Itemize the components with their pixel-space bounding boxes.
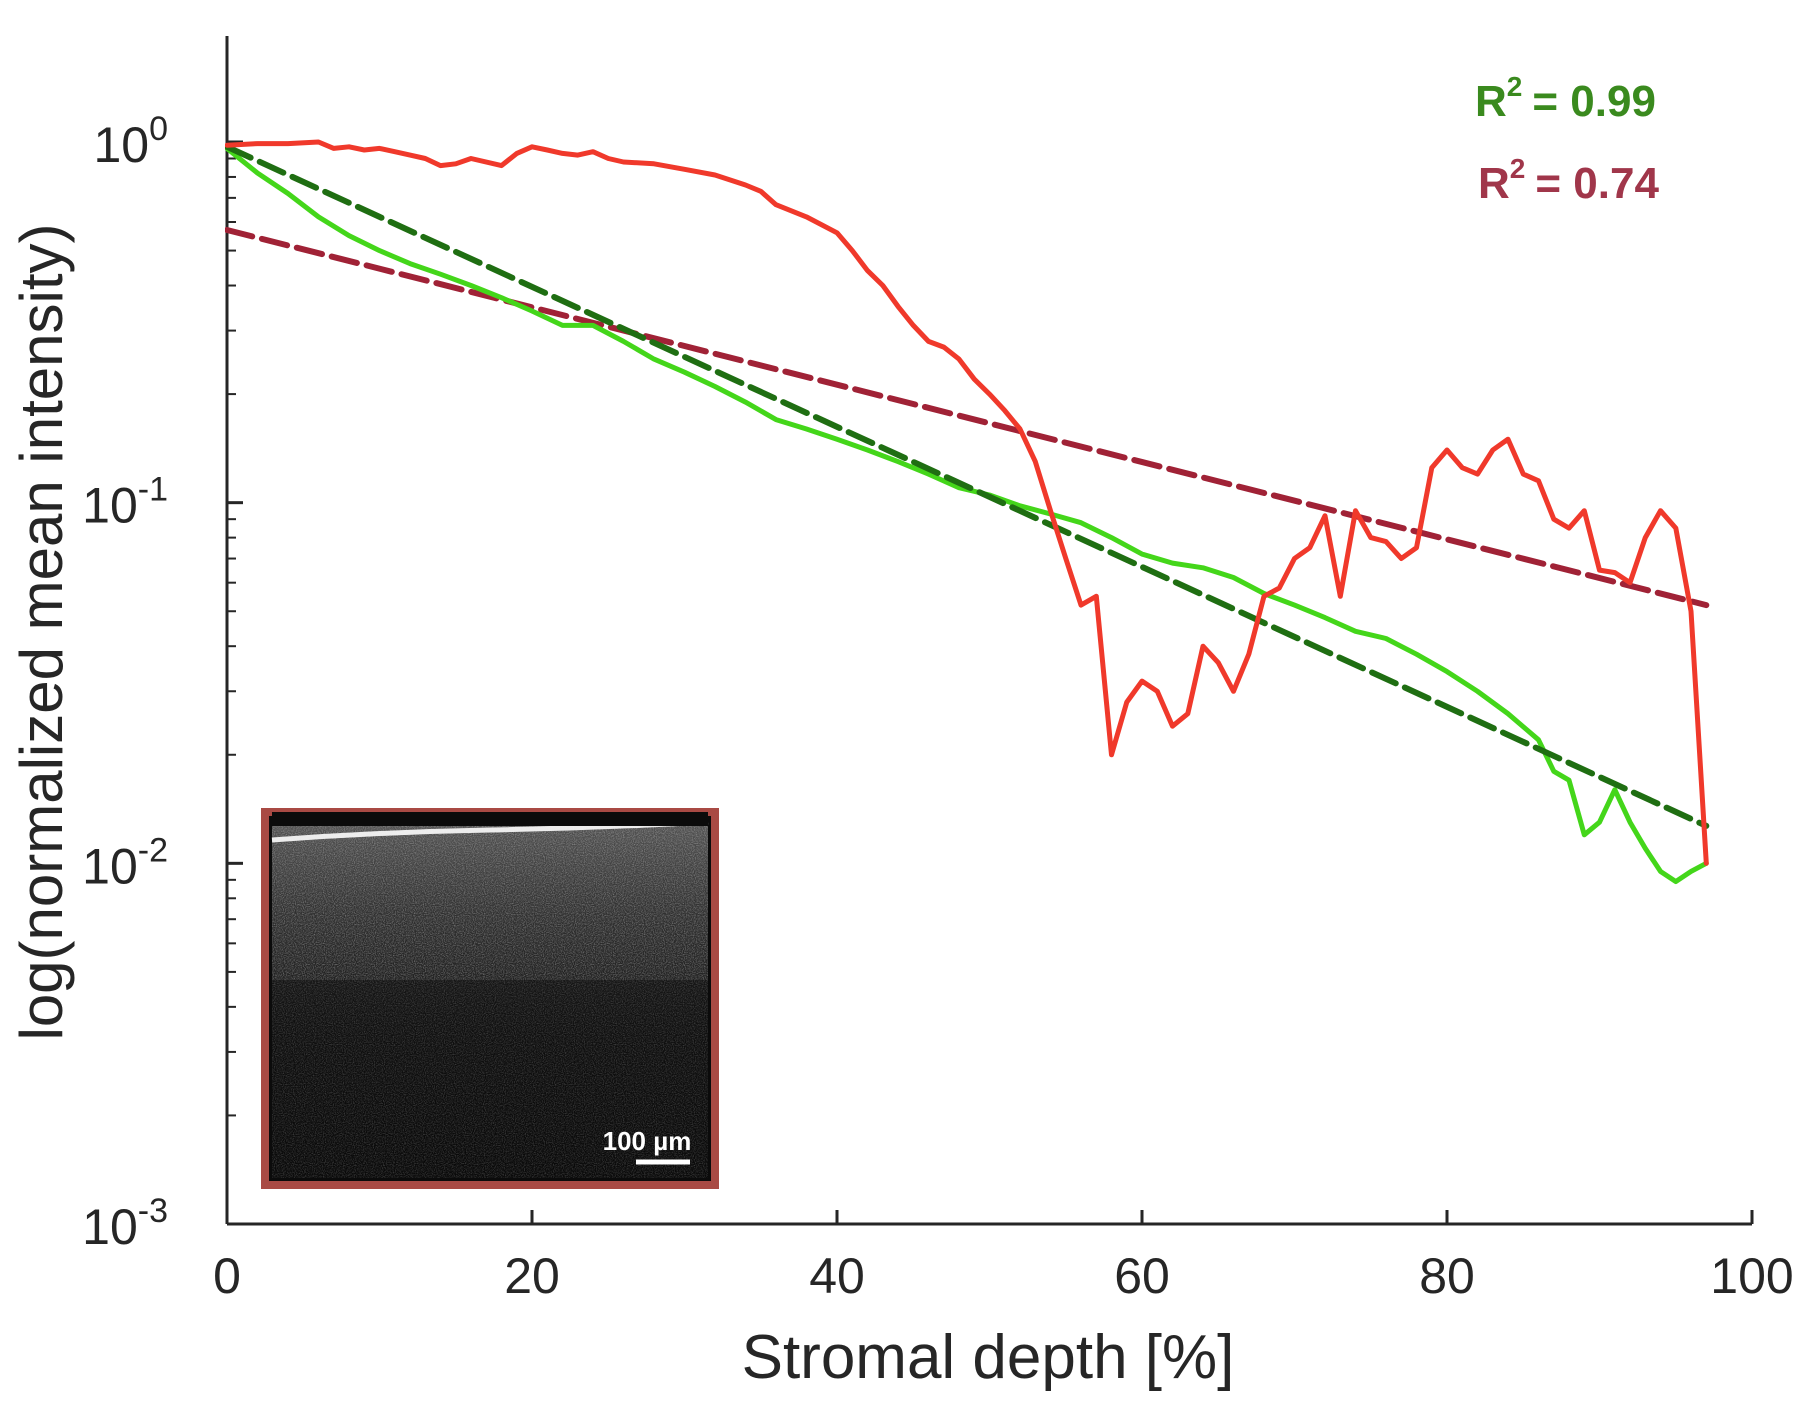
- y-axis-title: log(normalized mean intensity): [8, 223, 75, 1040]
- y-tick-exponent: -3: [138, 1192, 168, 1230]
- series-green-profile: [225, 145, 1709, 885]
- x-tick-label: 40: [809, 1248, 865, 1304]
- x-tick-label: 0: [213, 1248, 241, 1304]
- x-tick-label: 20: [504, 1248, 560, 1304]
- r2-green-value: = 0.99: [1532, 77, 1656, 126]
- series-green-fit: [225, 143, 1710, 829]
- r2-red-sup: 2: [1510, 153, 1526, 184]
- series-red-profile: [225, 139, 1709, 866]
- x-tick-label: 100: [1710, 1248, 1793, 1304]
- inset-speckle: [272, 822, 708, 1178]
- y-tick-exponent: -1: [138, 471, 168, 509]
- y-tick-label: 10-3: [82, 1192, 168, 1255]
- r2-green-r: R: [1475, 77, 1507, 126]
- y-tick-label: 10-1: [82, 471, 168, 534]
- inset-top-mask: [272, 812, 708, 826]
- inset-dark-region: [272, 980, 708, 1178]
- r2-green-label: R2 = 0.99: [1475, 71, 1656, 126]
- x-tick-label: 60: [1114, 1248, 1170, 1304]
- x-tick-label: 80: [1419, 1248, 1475, 1304]
- y-tick-exponent: 0: [149, 110, 168, 148]
- scale-bar-label: 100 µm: [603, 1126, 692, 1156]
- y-tick-base: 10: [82, 1199, 138, 1255]
- series-layer: [225, 139, 1710, 885]
- series-red-fit: [225, 227, 1710, 609]
- y-tick-exponent: -2: [138, 831, 168, 869]
- y-tick-label: 100: [93, 110, 168, 173]
- r2-red-label: R2 = 0.74: [1478, 153, 1659, 208]
- y-tick-label: 10-2: [82, 831, 168, 894]
- x-axis-title: Stromal depth [%]: [742, 1323, 1235, 1392]
- y-tick-base: 10: [93, 117, 149, 173]
- y-tick-base: 10: [82, 838, 138, 894]
- r2-red-r: R: [1478, 159, 1510, 208]
- r2-red-value: = 0.74: [1535, 159, 1659, 208]
- y-tick-base: 10: [82, 478, 138, 534]
- inset-oct-image: 100 µm: [261, 808, 719, 1189]
- r2-green-sup: 2: [1507, 71, 1523, 102]
